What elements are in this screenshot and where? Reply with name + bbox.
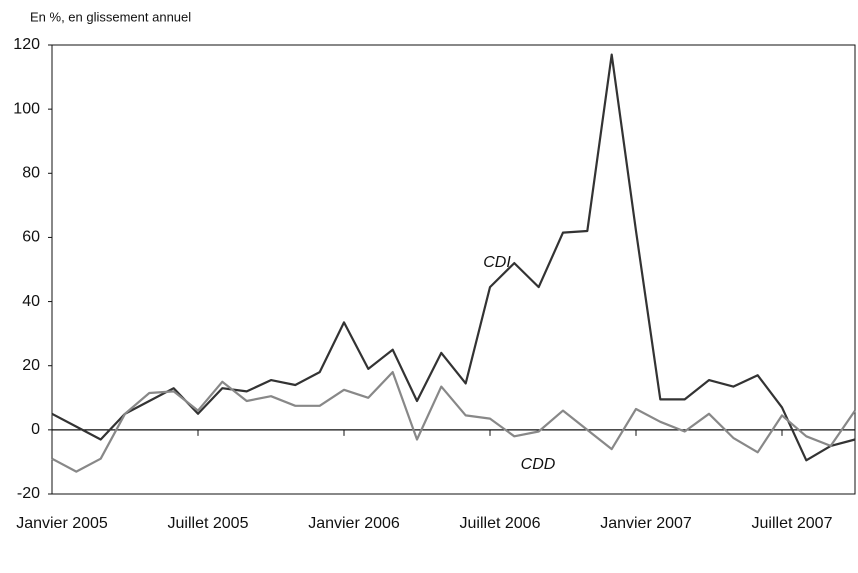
y-tick-label: 100 xyxy=(13,100,40,117)
chart-subtitle: En %, en glissement annuel xyxy=(30,9,191,24)
y-tick-label: 120 xyxy=(13,36,40,53)
x-tick-label: Juillet 2005 xyxy=(168,515,249,532)
y-tick-label: -20 xyxy=(17,485,40,502)
series-label: CDD xyxy=(521,456,556,473)
plot-frame xyxy=(51,44,856,495)
y-tick-label: 60 xyxy=(22,229,40,246)
series-label: CDI xyxy=(483,254,511,271)
y-tick-label: 80 xyxy=(22,165,40,182)
x-tick-label: Juillet 2007 xyxy=(752,515,833,532)
y-tick-label: 0 xyxy=(31,421,40,438)
x-tick-label: Janvier 2007 xyxy=(600,515,692,532)
x-tick-label: Janvier 2006 xyxy=(308,515,400,532)
y-tick-label: 40 xyxy=(22,293,40,310)
y-tick-label: 20 xyxy=(22,357,40,374)
series-line xyxy=(51,371,856,473)
x-tick-label: Janvier 2005 xyxy=(16,515,108,532)
x-tick-label: Juillet 2006 xyxy=(460,515,541,532)
